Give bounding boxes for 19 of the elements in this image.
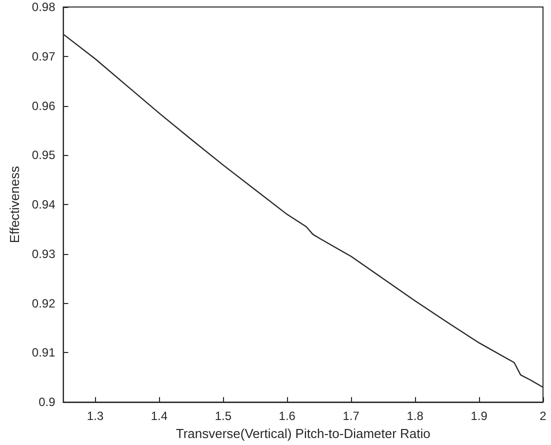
y-tick-label: 0.9 (38, 395, 56, 410)
y-tick-label: 0.92 (32, 296, 56, 310)
y-tick-label: 0.98 (32, 0, 56, 14)
x-tick-label: 1.7 (342, 409, 360, 424)
y-tick-label: 0.95 (32, 148, 56, 162)
y-axis-title: Effectiveness (7, 166, 22, 244)
x-tick-label: 1.6 (278, 409, 296, 424)
y-tick-label: 0.91 (32, 346, 56, 360)
x-tick-label: 1.4 (150, 409, 168, 424)
y-tick-label: 0.93 (32, 246, 56, 261)
x-axis-title: Transverse(Vertical) Pitch-to-Diameter Ratio (176, 426, 430, 441)
x-tick-label: 1.8 (406, 409, 424, 424)
y-tick-label: 0.94 (32, 198, 56, 212)
y-tick-label: 0.96 (32, 98, 56, 113)
y-tick-label: 0.97 (32, 49, 56, 64)
x-tick-label: 1.3 (86, 409, 104, 424)
x-tick-label: 1.5 (214, 409, 232, 424)
x-tick-label: 2 (540, 409, 547, 424)
x-tick-label: 1.9 (470, 409, 488, 424)
